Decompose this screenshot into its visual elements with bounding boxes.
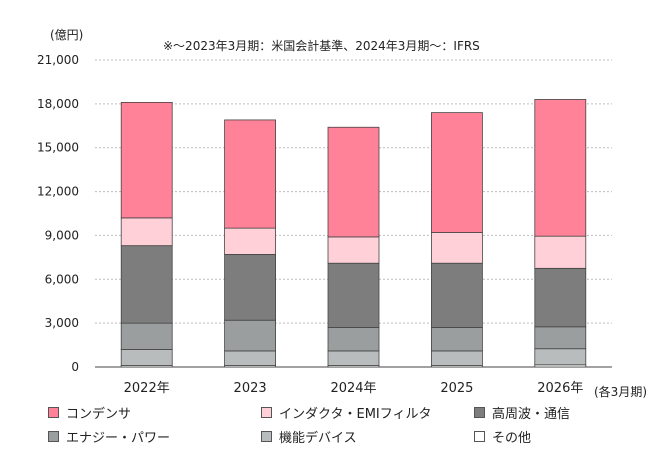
bar-segment — [430, 232, 483, 264]
legend-label: インダクタ・EMIフィルタ — [279, 406, 432, 422]
stacked-bar-chart: (億円) ※～2023年3月期：米国会計基準、2024年3月期～：IFRS (各… — [37, 28, 647, 399]
legend-item: コンデンサ — [48, 404, 261, 422]
bar-segment — [327, 327, 380, 352]
legend-swatch — [474, 406, 485, 418]
bar-segment — [224, 319, 277, 352]
bar-segment — [430, 327, 483, 352]
y-tick-label: 3,000 — [45, 316, 79, 330]
bar-segment — [534, 235, 587, 269]
y-tick-label: 18,000 — [37, 97, 79, 111]
legend-swatch — [48, 430, 59, 442]
y-axis: 0 3,000 6,000 9,000 12,000 15,000 18,000 21,000 — [37, 53, 79, 374]
bar-segment — [120, 217, 173, 247]
bar-segment — [224, 254, 277, 321]
x-tick-label: 2022年 — [124, 381, 170, 396]
y-tick-label: 21,000 — [37, 53, 79, 67]
bar-segment — [120, 322, 173, 350]
bar-segment — [430, 112, 483, 233]
x-unit-label: (各3月期) — [594, 384, 647, 399]
bar-segment — [120, 349, 173, 366]
legend-swatch — [474, 430, 485, 442]
bar-segment — [224, 119, 277, 229]
x-tick-label: 2024年 — [330, 381, 376, 396]
legend-item: 機能デバイス — [261, 428, 474, 446]
x-tick-label: 2025 — [440, 381, 473, 396]
bar-segment — [430, 262, 483, 328]
legend-item: 高周波・通信 — [474, 404, 608, 422]
bar-segment — [327, 236, 380, 264]
legend-label: 高周波・通信 — [492, 406, 571, 422]
legend: コンデンサ インダクタ・EMIフィルタ 高周波・通信エナジー・パワー 機能デバイス その… — [48, 404, 608, 446]
x-axis: 2022年 2023 2024年 2025 2026年 — [124, 381, 584, 396]
bar-segment — [430, 350, 483, 366]
y-tick-label: 6,000 — [45, 272, 79, 286]
bar-segment — [534, 348, 587, 366]
legend-label: エナジー・パワー — [66, 430, 171, 446]
bar-segment — [534, 326, 587, 350]
legend-swatch — [48, 406, 59, 418]
x-tick-label: 2026年 — [537, 381, 583, 396]
chart-note: ※～2023年3月期：米国会計基準、2024年3月期～：IFRS — [163, 38, 480, 53]
bar-segment — [120, 245, 173, 324]
y-tick-label: 0 — [71, 360, 79, 374]
bar-segment — [327, 350, 380, 366]
legend-item: その他 — [474, 428, 608, 446]
legend-label: コンデンサ — [66, 406, 132, 422]
y-tick-label: 15,000 — [37, 141, 79, 155]
y-unit-label: (億円) — [50, 28, 83, 42]
y-tick-label: 9,000 — [45, 228, 79, 242]
bar-segment — [120, 101, 173, 219]
bar-segment — [224, 350, 277, 366]
bar-segment — [327, 262, 380, 328]
x-tick-label: 2023 — [234, 381, 267, 396]
bar-segment — [534, 267, 587, 328]
legend-label: その他 — [492, 430, 532, 446]
legend-item: インダクタ・EMIフィルタ — [261, 404, 474, 422]
bar-segment — [224, 227, 277, 255]
legend-swatch — [261, 406, 272, 418]
legend-item: エナジー・パワー — [48, 428, 261, 446]
legend-swatch — [261, 430, 272, 442]
y-tick-label: 12,000 — [37, 185, 79, 199]
bars — [120, 99, 587, 368]
bar-segment — [327, 126, 380, 238]
bar-segment — [534, 99, 587, 237]
legend-label: 機能デバイス — [279, 430, 357, 446]
